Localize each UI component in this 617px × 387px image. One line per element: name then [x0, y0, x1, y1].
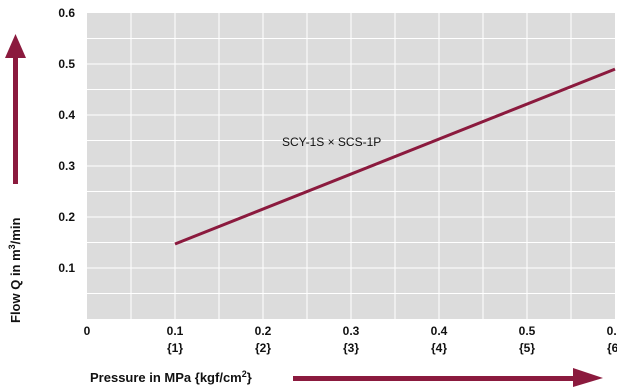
y-tick-label: 0.4	[58, 108, 75, 122]
x-tick-label: 0.5	[519, 324, 536, 338]
x-tick-labels: 0 0.1 {1} 0.2 {2} 0.3 {3} 0.4 {4} 0.5 {5} 0.6 {6}	[84, 324, 617, 355]
y-tick-label: 0.5	[58, 57, 75, 71]
grid-horizontal	[87, 38, 615, 294]
x-tick-label: 0.1	[167, 324, 184, 338]
y-tick-label: 0.2	[58, 210, 75, 224]
x-tick-sublabel: {5}	[519, 341, 535, 355]
y-tick-label: 0.3	[58, 159, 75, 173]
x-axis-arrow	[293, 368, 603, 387]
x-tick-sublabel: {3}	[343, 341, 359, 355]
series-line	[174, 67, 616, 246]
series-lines	[174, 67, 616, 246]
y-tick-label: 0.6	[58, 6, 75, 20]
y-tick-label: 0.1	[58, 261, 75, 275]
x-tick-sublabel: {4}	[431, 341, 447, 355]
x-tick-label: 0	[84, 324, 91, 338]
x-tick-sublabel: {6}	[607, 341, 617, 355]
series-label: SCY-1S × SCS-1P	[282, 135, 381, 149]
x-tick-label: 0.6	[607, 324, 617, 338]
y-tick-labels: 0.1 0.2 0.3 0.4 0.5 0.6	[58, 6, 75, 275]
x-axis-title: Pressure in MPa {kgf/cm2}	[90, 369, 252, 385]
x-tick-sublabel: {1}	[167, 341, 183, 355]
x-tick-label: 0.4	[431, 324, 448, 338]
x-tick-label: 0.2	[255, 324, 272, 338]
x-tick-sublabel: {2}	[255, 341, 271, 355]
y-axis-arrow	[5, 34, 26, 184]
y-axis-title: Flow Q in m3/min	[7, 218, 23, 323]
x-tick-label: 0.3	[343, 324, 360, 338]
